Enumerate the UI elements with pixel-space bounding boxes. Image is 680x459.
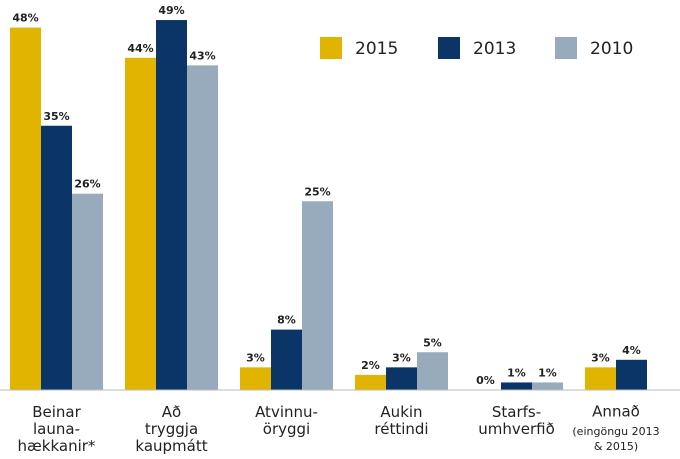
bar: [187, 65, 218, 390]
x-tick-label: Aukin réttindi: [374, 403, 428, 438]
value-label: 4%: [622, 344, 641, 357]
bar: [501, 382, 532, 390]
legend-label: 2010: [590, 39, 633, 59]
bar: [616, 359, 647, 390]
bar: [417, 352, 448, 390]
legend-swatch: [320, 37, 342, 59]
bar: [355, 374, 386, 390]
value-label: 2%: [361, 359, 380, 372]
x-tick-label: Að tryggja kaupmátt: [135, 403, 207, 455]
bar: [386, 367, 417, 390]
legend-label: 2013: [473, 39, 516, 59]
value-label: 44%: [127, 42, 153, 55]
value-label: 3%: [591, 351, 610, 364]
legend-swatch: [555, 37, 577, 59]
value-label: 8%: [277, 314, 296, 327]
x-tick-label: Atvinnu-öryggi: [255, 403, 318, 438]
x-tick-label: Beinar launa-hækkanir*: [18, 403, 96, 455]
x-tick-label: Starfs-umhverfið: [478, 403, 555, 438]
bar: [72, 193, 103, 390]
annotation: (eingöngu 2013 & 2015): [572, 425, 659, 453]
bar: [10, 27, 41, 390]
value-label: 0%: [476, 374, 495, 387]
value-label: 48%: [12, 12, 38, 25]
bar: [240, 367, 271, 390]
x-tick-label: Annað: [592, 403, 640, 421]
value-label: 25%: [304, 185, 330, 198]
value-label: 26%: [74, 178, 100, 191]
value-label: 3%: [392, 351, 411, 364]
legend-label: 2015: [355, 39, 398, 59]
bar: [302, 201, 333, 390]
value-label: 43%: [189, 49, 215, 62]
legend-swatch: [438, 37, 460, 59]
value-label: 1%: [538, 366, 557, 379]
bar: [125, 57, 156, 391]
bar: [41, 125, 72, 390]
value-label: 49%: [158, 4, 184, 17]
value-label: 5%: [423, 336, 442, 349]
bar: [271, 329, 302, 390]
bar: [156, 20, 187, 391]
value-label: 1%: [507, 366, 526, 379]
bar: [532, 382, 563, 390]
value-label: 35%: [43, 110, 69, 123]
bar: [585, 367, 616, 390]
value-label: 3%: [246, 351, 265, 364]
